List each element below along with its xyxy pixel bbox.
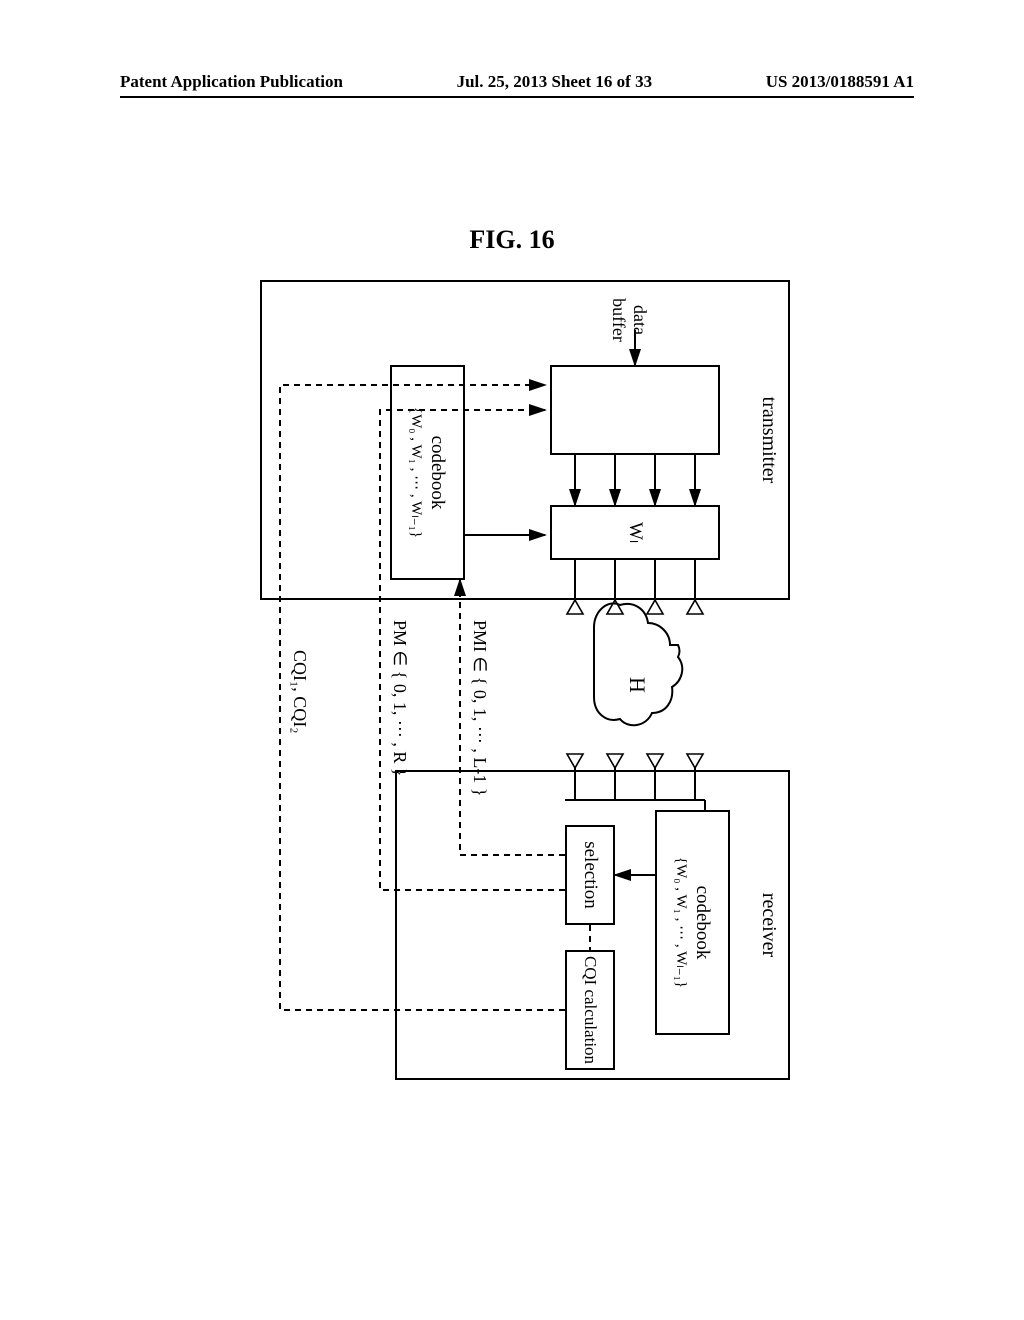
- block-diagram: transmitter receiver data buffer Wₗ code…: [230, 280, 790, 1080]
- figure-title: FIG. 16: [0, 225, 1024, 255]
- header-left: Patent Application Publication: [120, 72, 343, 92]
- page-header: Patent Application Publication Jul. 25, …: [120, 72, 914, 98]
- header-right: US 2013/0188591 A1: [766, 72, 914, 92]
- header-center: Jul. 25, 2013 Sheet 16 of 33: [457, 72, 653, 92]
- diagram-overlay: [230, 280, 790, 1080]
